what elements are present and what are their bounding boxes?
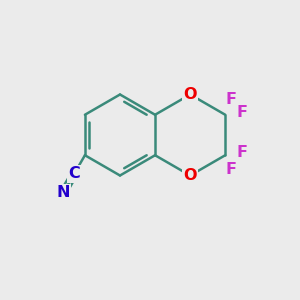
Text: F: F xyxy=(237,146,248,160)
Text: F: F xyxy=(237,105,248,120)
Text: F: F xyxy=(225,92,236,106)
Text: C: C xyxy=(68,167,80,182)
Text: F: F xyxy=(225,162,236,177)
Text: O: O xyxy=(183,168,197,183)
Text: O: O xyxy=(183,87,197,102)
Text: N: N xyxy=(57,185,70,200)
